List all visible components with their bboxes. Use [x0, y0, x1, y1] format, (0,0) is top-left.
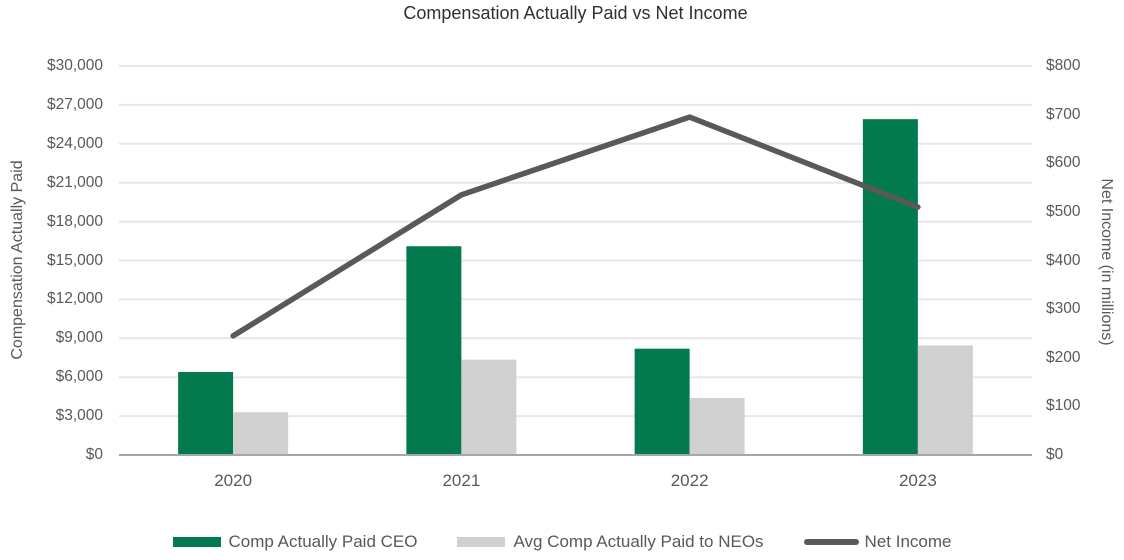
left-axis-title: Compensation Actually Paid [9, 160, 26, 360]
right-axis-tick-label: $400 [1046, 251, 1081, 269]
left-axis-tick-label: $30,000 [46, 57, 103, 74]
x-axis-label: 2021 [442, 471, 481, 490]
right-axis-tick-label: $300 [1046, 300, 1081, 318]
right-axis-tick-label: $0 [1046, 446, 1064, 463]
right-axis-tick-label: $100 [1046, 397, 1081, 415]
neo-comp-bar [917, 345, 973, 455]
legend-label: Net Income [864, 532, 952, 551]
right-axis-tick-label: $800 [1046, 57, 1081, 74]
chart-title: Compensation Actually Paid vs Net Income [403, 3, 748, 23]
legend-item: Comp Actually Paid CEO [172, 532, 418, 552]
x-axis-label: 2023 [898, 471, 937, 490]
x-axis-label: 2022 [670, 471, 709, 490]
left-axis-tick-label: $9,000 [55, 329, 103, 347]
x-axis-label: 2020 [214, 471, 253, 490]
ceo-comp-bar [634, 348, 690, 455]
left-axis-tick-label: $15,000 [46, 251, 103, 269]
legend-label: Comp Actually Paid CEO [228, 532, 418, 551]
legend-item: Avg Comp Actually Paid to NEOs [457, 532, 764, 552]
neo-comp-bar [461, 359, 517, 455]
net-income-line [230, 114, 921, 339]
right-axis-tick-label: $700 [1046, 105, 1081, 123]
right-axis-tick-label: $200 [1046, 348, 1081, 366]
legend-item: Net Income [803, 532, 952, 552]
neo-comp-bar [233, 412, 289, 455]
ceo-comp-bar [178, 372, 234, 455]
left-axis-tick-label: $6,000 [55, 368, 103, 386]
legend-bar-swatch [457, 537, 506, 547]
legend-line-swatch [803, 539, 859, 545]
left-axis-tick-label: $0 [85, 446, 103, 463]
left-axis-tick-label: $18,000 [46, 212, 103, 230]
left-axis-tick-label: $12,000 [46, 290, 103, 308]
right-axis-title: Net Income (in millions) [1098, 178, 1115, 346]
left-axis-tick-label: $21,000 [46, 173, 103, 191]
legend-label: Avg Comp Actually Paid to NEOs [513, 532, 764, 551]
left-axis-tick-label: $3,000 [55, 407, 103, 425]
neo-comp-bar [689, 397, 745, 455]
legend-bar-swatch [172, 537, 221, 547]
ceo-comp-bar [406, 246, 462, 455]
left-axis-tick-label: $24,000 [46, 134, 103, 152]
ceo-comp-bar [862, 119, 918, 455]
right-axis-tick-label: $600 [1046, 154, 1081, 172]
right-axis-tick-label: $500 [1046, 202, 1081, 220]
left-axis-tick-label: $27,000 [46, 95, 103, 113]
chart-legend: Comp Actually Paid CEO Avg Comp Actually … [0, 532, 1124, 552]
